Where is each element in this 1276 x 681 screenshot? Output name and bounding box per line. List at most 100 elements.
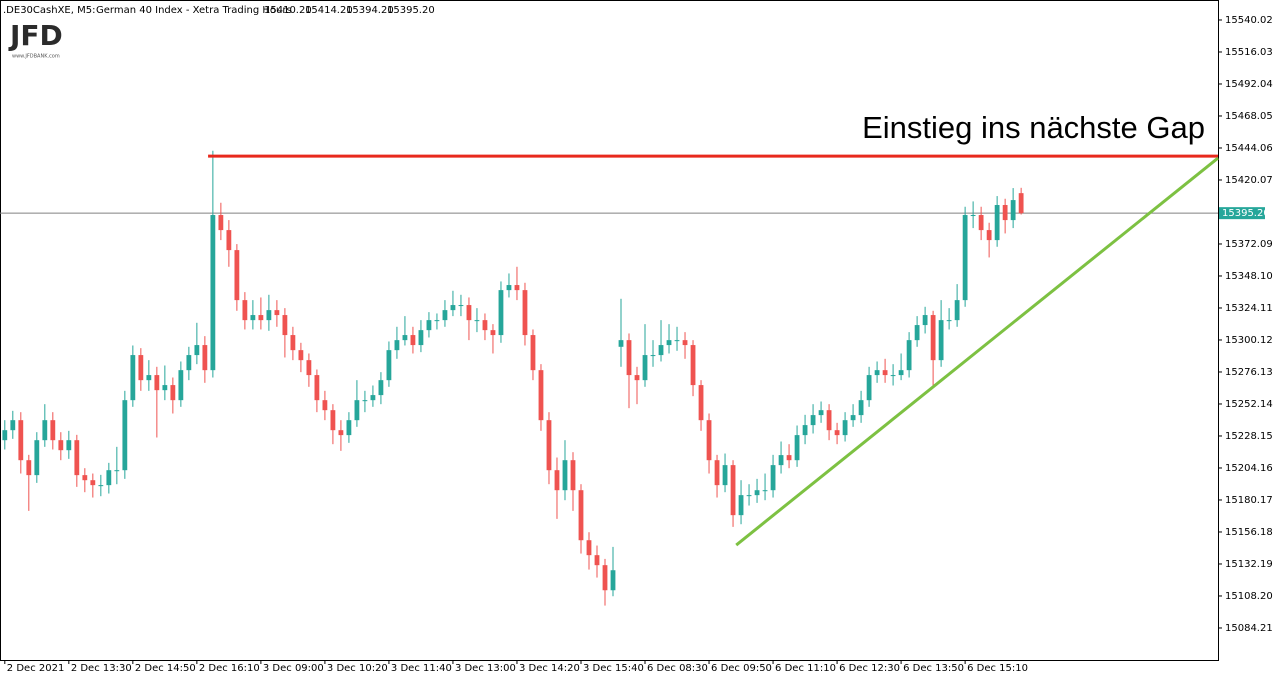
y-tick-label: 15348.10 (1225, 271, 1273, 282)
y-tick-label: 15516.03 (1225, 47, 1273, 58)
candle-body (314, 375, 320, 401)
candle-body (834, 430, 840, 436)
y-tick-label: 15252.14 (1225, 399, 1273, 410)
candle-body (274, 310, 280, 316)
candle-body (434, 320, 440, 322)
candle-body (202, 345, 208, 371)
candle-body (826, 410, 832, 431)
x-tick-label: 2 Dec 2021 (7, 663, 65, 674)
x-tick-label: 2 Dec 14:50 (135, 663, 196, 674)
candle-body (746, 495, 752, 497)
candle-body (162, 385, 168, 391)
candle-body (138, 355, 144, 381)
candle-body (2, 430, 8, 441)
candle-body (682, 340, 688, 346)
candle-body (546, 420, 552, 471)
ohlc-low: 15394.20 (346, 5, 394, 16)
candle-body (234, 250, 240, 301)
candle-body (674, 340, 680, 342)
candle-body (258, 315, 264, 321)
candle-body (186, 355, 192, 371)
x-tick-label: 3 Dec 15:40 (583, 663, 644, 674)
candle-body (378, 380, 384, 396)
candle-body (810, 415, 816, 426)
ohlc-close: 15395.20 (387, 5, 435, 16)
x-tick-label: 3 Dec 10:20 (327, 663, 388, 674)
candle-body (922, 315, 928, 326)
x-tick-label: 6 Dec 13:50 (903, 663, 964, 674)
y-tick-label: 15156.18 (1225, 527, 1273, 538)
candle-body (770, 465, 776, 491)
candle-body (610, 570, 616, 591)
candle-body (778, 455, 784, 466)
candle-body (402, 335, 408, 341)
candle-body (1018, 193, 1024, 214)
y-tick-label: 15420.07 (1225, 175, 1273, 186)
candle-body (290, 335, 296, 351)
y-tick-label: 15084.21 (1225, 623, 1273, 634)
candle-body (602, 565, 608, 591)
x-tick-label: 2 Dec 13:30 (71, 663, 132, 674)
candle-body (754, 490, 760, 496)
x-tick-label: 3 Dec 11:40 (391, 663, 452, 674)
candle-body (738, 495, 744, 516)
candle-body (386, 350, 392, 381)
candle-body (626, 340, 632, 376)
candle-body (882, 370, 888, 376)
candle-body (426, 320, 432, 331)
candle-body (154, 375, 160, 391)
candle-body (322, 400, 328, 411)
candle-body (762, 490, 768, 492)
annotation: Einstieg ins nächste Gap (862, 110, 1205, 145)
candle-body (514, 285, 520, 291)
y-tick-label: 15300.12 (1225, 335, 1273, 346)
candle-body (266, 310, 272, 321)
candle-body (530, 335, 536, 371)
candle-body (818, 410, 824, 416)
candle-body (82, 475, 88, 481)
candle-body (954, 300, 960, 321)
price-label-box (1219, 207, 1265, 220)
trend-line (735, 156, 1219, 547)
y-tick-label: 15492.04 (1225, 79, 1273, 90)
candle-body (898, 370, 904, 376)
plot-frame (0, 0, 1219, 661)
header: .DE30CashXE, M5: German 40 Index - Xetra… (3, 5, 435, 16)
x-tick-label: 6 Dec 09:50 (711, 663, 772, 674)
candle-body (698, 385, 704, 421)
y-tick-label: 15372.09 (1225, 239, 1273, 250)
x-tick-label: 2 Dec 16:10 (199, 663, 260, 674)
y-tick-label: 15180.17 (1225, 495, 1273, 506)
candle-body (842, 420, 848, 436)
candle-body (466, 305, 472, 321)
x-tick-label: 6 Dec 15:10 (967, 663, 1028, 674)
candle-body (338, 430, 344, 436)
logo-url: www.JFDBANK.com (12, 54, 60, 60)
candle-body (362, 400, 368, 402)
candle-body (522, 290, 528, 336)
x-tick-label: 6 Dec 08:30 (647, 663, 708, 674)
candle-body (554, 470, 560, 491)
candle-body (730, 465, 736, 516)
candle-body (410, 335, 416, 346)
y-tick-label: 15444.06 (1225, 143, 1273, 154)
candle-body (986, 230, 992, 241)
candle-body (474, 320, 480, 322)
candle-body (90, 480, 96, 486)
candle-body (658, 345, 664, 356)
candle-body (914, 325, 920, 341)
candle-body (690, 345, 696, 386)
candle-body (146, 375, 152, 381)
candle-body (250, 315, 256, 321)
candle-body (458, 305, 464, 307)
candle-body (538, 370, 544, 421)
candle-body (634, 375, 640, 381)
symbol: .DE30CashXE, M5: (3, 5, 95, 16)
candle-body (178, 370, 184, 401)
candle-body (242, 300, 248, 321)
candle-body (370, 395, 376, 401)
candle-body (506, 285, 512, 291)
candle-body (26, 460, 32, 476)
candle-body (394, 340, 400, 351)
